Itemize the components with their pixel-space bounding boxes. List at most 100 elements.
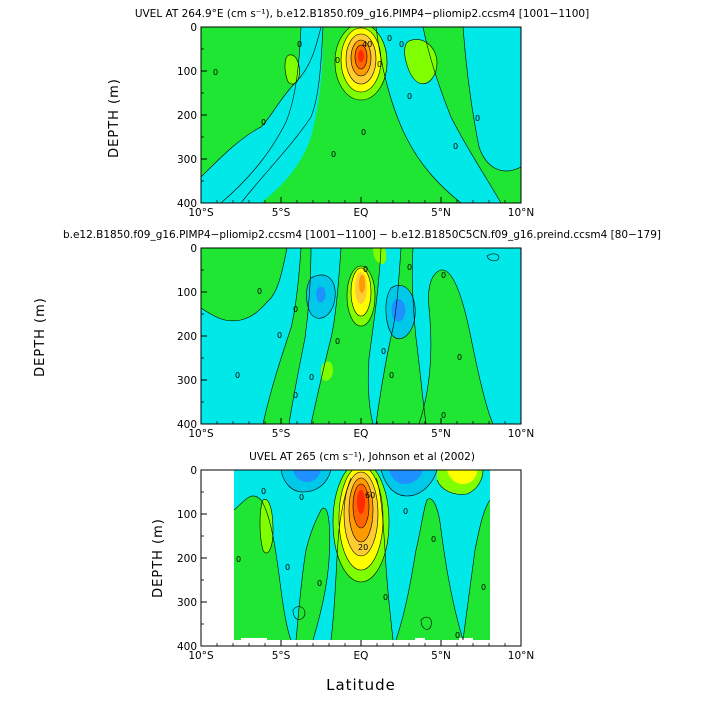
x-tick-label: EQ <box>354 650 369 662</box>
contour-lines <box>201 27 521 203</box>
svg-text:0: 0 <box>453 142 458 151</box>
y-tick-label: 100 <box>177 66 197 78</box>
panel1-ylabel: DEPTH (m) <box>107 78 122 158</box>
green-region-middle <box>296 508 330 640</box>
svg-text:0: 0 <box>381 347 386 356</box>
svg-text:0: 0 <box>457 353 462 362</box>
svg-text:0: 0 <box>399 40 404 49</box>
contour-lines <box>233 470 491 641</box>
svg-text:0: 0 <box>331 150 336 159</box>
svg-text:0: 0 <box>389 371 394 380</box>
svg-text:0: 0 <box>261 118 266 127</box>
jet-core <box>333 470 389 582</box>
contour-lines <box>201 248 500 424</box>
y-tick-label: 300 <box>177 154 197 166</box>
panel3-ylabel: DEPTH (m) <box>151 518 166 598</box>
y-tick-label: 400 <box>177 419 197 431</box>
x-tick-label: 5°N <box>431 650 451 662</box>
svg-text:0: 0 <box>261 487 266 496</box>
svg-text:0: 0 <box>335 56 340 65</box>
x-tick-label: 10°N <box>508 207 534 219</box>
green-region-east <box>419 269 493 424</box>
lime-patch-west <box>260 499 273 554</box>
green-region-west <box>201 248 287 321</box>
x-tick-label: EQ <box>354 428 369 440</box>
svg-text:0: 0 <box>441 271 446 280</box>
yellow-patch-east <box>447 470 477 484</box>
svg-text:0: 0 <box>309 373 314 382</box>
jet-anomaly <box>347 266 375 326</box>
svg-text:0: 0 <box>235 371 240 380</box>
svg-text:0: 0 <box>213 68 218 77</box>
y-tick-label: 0 <box>190 22 197 34</box>
y-tick-label: 300 <box>177 375 197 387</box>
svg-text:0: 0 <box>475 114 480 123</box>
x-tick-label: 10°N <box>508 428 534 440</box>
y-tick-label: 300 <box>177 597 197 609</box>
svg-text:0: 0 <box>363 265 368 274</box>
svg-text:0: 0 <box>317 579 322 588</box>
x-axis-label: Latitude <box>326 676 396 694</box>
panel3-plot: 0 0 0 0 0 0 0 20 60 0 0 0 <box>201 470 521 646</box>
svg-text:0: 0 <box>431 535 436 544</box>
svg-text:0: 0 <box>361 128 366 137</box>
y-tick-label: 100 <box>177 509 197 521</box>
svg-text:0: 0 <box>285 563 290 572</box>
svg-text:0: 0 <box>387 34 392 43</box>
panel2-contour-labels: 0 0 0 0 0 0 0 0 0 0 0 0 0 0 <box>235 263 462 420</box>
svg-text:0: 0 <box>407 92 412 101</box>
panel3-title: UVEL AT 265 (cm s⁻¹), Johnson et al (200… <box>249 451 475 463</box>
panel2-plot: 0 0 0 0 0 0 0 0 0 0 0 0 0 0 <box>201 248 521 424</box>
x-tick-label: 5°S <box>272 650 291 662</box>
y-tick-label: 0 <box>190 243 197 255</box>
svg-text:60: 60 <box>365 491 375 500</box>
svg-text:0: 0 <box>297 40 302 49</box>
panel1-contour-labels: 0 0 0 0 0 0 0 0 0 0 0 40 0 <box>213 34 480 159</box>
blue-blob-c <box>316 286 326 303</box>
y-tick-label: 0 <box>190 465 197 477</box>
svg-text:0: 0 <box>277 331 282 340</box>
green-region-west <box>234 495 291 640</box>
y-tick-label: 400 <box>177 198 197 210</box>
svg-text:0: 0 <box>377 60 382 69</box>
x-tick-label: 10°S <box>188 207 214 219</box>
x-tick-label: EQ <box>354 207 369 219</box>
svg-text:0: 0 <box>293 305 298 314</box>
blue-core-south <box>293 470 321 482</box>
panel3-contour-labels: 0 0 0 0 0 0 0 20 60 0 0 0 <box>236 487 486 640</box>
x-tick-label: 5°N <box>431 207 451 219</box>
panel1-plot: 0 0 0 0 0 0 0 0 0 0 0 40 0 <box>201 27 521 203</box>
x-tick-label: 5°S <box>272 428 291 440</box>
cyan-tongue-north <box>376 27 501 203</box>
green-region-a <box>263 248 311 424</box>
svg-text:0: 0 <box>407 263 412 272</box>
y-tick-label: 200 <box>177 331 197 343</box>
svg-text:0: 0 <box>236 555 241 564</box>
svg-text:40: 40 <box>362 40 372 49</box>
green-region-east2 <box>463 500 490 640</box>
blue-core-north <box>389 470 423 484</box>
lime-patch-west <box>284 54 300 85</box>
blue-blob-d <box>391 298 406 322</box>
green-region-east <box>396 498 463 640</box>
svg-text:0: 0 <box>403 507 408 516</box>
y-tick-label: 100 <box>177 287 197 299</box>
svg-text:20: 20 <box>358 543 368 552</box>
x-tick-label: 10°S <box>188 428 214 440</box>
y-tick-label: 200 <box>177 553 197 565</box>
svg-text:0: 0 <box>257 287 262 296</box>
x-tick-label: 5°S <box>272 207 291 219</box>
x-tick-label: 5°N <box>431 428 451 440</box>
svg-text:0: 0 <box>299 493 304 502</box>
panel2-ylabel: DEPTH (m) <box>33 297 48 377</box>
svg-text:0: 0 <box>441 411 446 420</box>
svg-text:0: 0 <box>481 583 486 592</box>
panel1-title: UVEL AT 264.9°E (cm s⁻¹), b.e12.B1850.f0… <box>135 8 589 20</box>
x-tick-label: 10°N <box>508 650 534 662</box>
y-tick-label: 200 <box>177 110 197 122</box>
x-tick-label: 10°S <box>188 650 214 662</box>
svg-text:0: 0 <box>335 337 340 346</box>
panel2-title: b.e12.B1850.f09_g16.PIMP4−pliomip2.ccsm4… <box>63 229 661 241</box>
